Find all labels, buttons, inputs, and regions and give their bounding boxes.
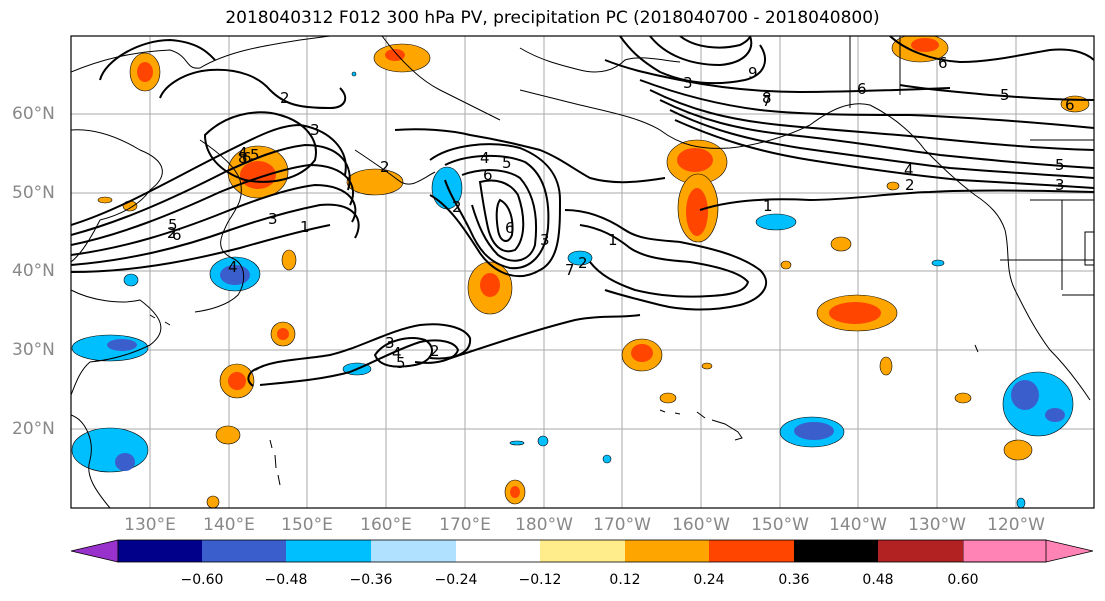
colorbar-tick-label: −0.36: [349, 572, 393, 588]
colorbar-segment: [286, 540, 371, 562]
precip-positive-areas: [97, 36, 1090, 508]
contour-label: 4: [480, 149, 490, 167]
contour-labels: 2 3 4 5 6 1 2 3 4 5 6 4 5 6 2 3 1 7 8 9 …: [167, 54, 1075, 372]
contour-label: 5: [1000, 86, 1010, 104]
contour-label: 1: [763, 197, 773, 215]
contour-label: 6: [857, 80, 867, 98]
contour-label: 5: [1055, 156, 1065, 174]
contour-label: 4: [904, 161, 914, 179]
colorbar-frame: [117, 539, 1047, 563]
contour-label: 6: [1065, 96, 1075, 114]
colorbar-tick-label: 0.60: [947, 572, 979, 588]
lon-label: 170°W: [593, 515, 651, 535]
map-title: 2018040312 F012 300 hPa PV, precipitatio…: [225, 8, 880, 28]
contour-label: 6: [505, 219, 515, 237]
contour-label: 1: [300, 218, 310, 236]
colorbar-segment: [878, 540, 963, 562]
lon-label: 140°W: [829, 515, 887, 535]
lat-label: 40°N: [12, 261, 55, 281]
contour-label: 2: [380, 158, 390, 176]
contour-label: 6: [938, 54, 948, 72]
contour-label: 3: [385, 334, 395, 352]
precip-negative-areas: [71, 71, 1074, 508]
lon-label: 160°W: [672, 515, 730, 535]
colorbar-tick-label: −0.60: [180, 572, 224, 588]
contour-label: 6: [172, 226, 182, 244]
map-frame: [70, 35, 1095, 509]
lon-label: 130°W: [908, 515, 966, 535]
contour-label: 3: [683, 74, 693, 92]
colorbar-segment: [456, 540, 540, 562]
colorbar-segment: [794, 540, 878, 562]
contour-label: 2: [905, 176, 915, 194]
lat-label: 20°N: [12, 419, 55, 439]
colorbar-segment: [118, 540, 202, 562]
lon-label: 180°W: [515, 515, 573, 535]
lat-label: 50°N: [12, 183, 55, 203]
contour-label: 6: [483, 166, 493, 184]
colorbar-segment: [371, 540, 456, 562]
contour-label: 1: [608, 231, 618, 249]
contour-label: 3: [310, 121, 320, 139]
lon-label: 120°W: [987, 515, 1045, 535]
contour-label: 2: [167, 224, 177, 242]
lon-label: 170°E: [439, 515, 491, 535]
colorbar-tick-label: 0.36: [778, 572, 810, 588]
colorbar-tick-label: −0.48: [264, 572, 308, 588]
contour-label: 2: [452, 198, 462, 216]
contour-label: 2: [578, 254, 588, 272]
colorbar-extend-high: [962, 539, 1094, 563]
lat-label: 60°N: [12, 104, 55, 124]
contour-label: 4: [392, 344, 402, 362]
contour-label: 3: [1055, 176, 1065, 194]
contour-label: 7: [762, 92, 772, 110]
contour-label: 3: [268, 210, 278, 228]
colorbar: [70, 539, 1094, 563]
contour-label: 8: [762, 89, 772, 107]
lon-label: 150°E: [281, 515, 333, 535]
colorbar-tick-label: 0.12: [609, 572, 641, 588]
contour-label: 5: [502, 154, 512, 172]
contour-label: 8: [238, 149, 248, 167]
lon-label: 130°E: [124, 515, 176, 535]
contour-label: 5: [250, 146, 260, 164]
lon-label: 140°E: [203, 515, 255, 535]
contour-label: 5: [396, 354, 406, 372]
colorbar-extend-low: [70, 539, 119, 563]
colorbar-tick-label: −0.12: [518, 572, 562, 588]
contour-label: 3: [540, 231, 550, 249]
contour-label: 2: [280, 89, 290, 107]
pv-contours: [71, 36, 1094, 387]
colorbar-tick-label: 0.24: [693, 572, 725, 588]
colorbar-segment: [709, 540, 794, 562]
contour-label: 2: [430, 342, 440, 360]
lat-label: 30°N: [12, 340, 55, 360]
colorbar-tick-label: −0.24: [434, 572, 478, 588]
lon-label: 150°W: [751, 515, 809, 535]
contour-label: 4: [238, 144, 248, 162]
contour-label: 4: [228, 258, 238, 276]
contour-label: 9: [748, 64, 758, 82]
colorbar-segment: [625, 540, 709, 562]
contour-label: 5: [168, 216, 178, 234]
colorbar-segment: [202, 540, 286, 562]
colorbar-segment: [540, 540, 625, 562]
coastlines: [71, 36, 1094, 508]
colorbar-tick-label: 0.48: [862, 572, 894, 588]
contour-label: 6: [242, 149, 252, 167]
lon-label: 160°E: [360, 515, 412, 535]
contour-label: 7: [565, 261, 575, 279]
